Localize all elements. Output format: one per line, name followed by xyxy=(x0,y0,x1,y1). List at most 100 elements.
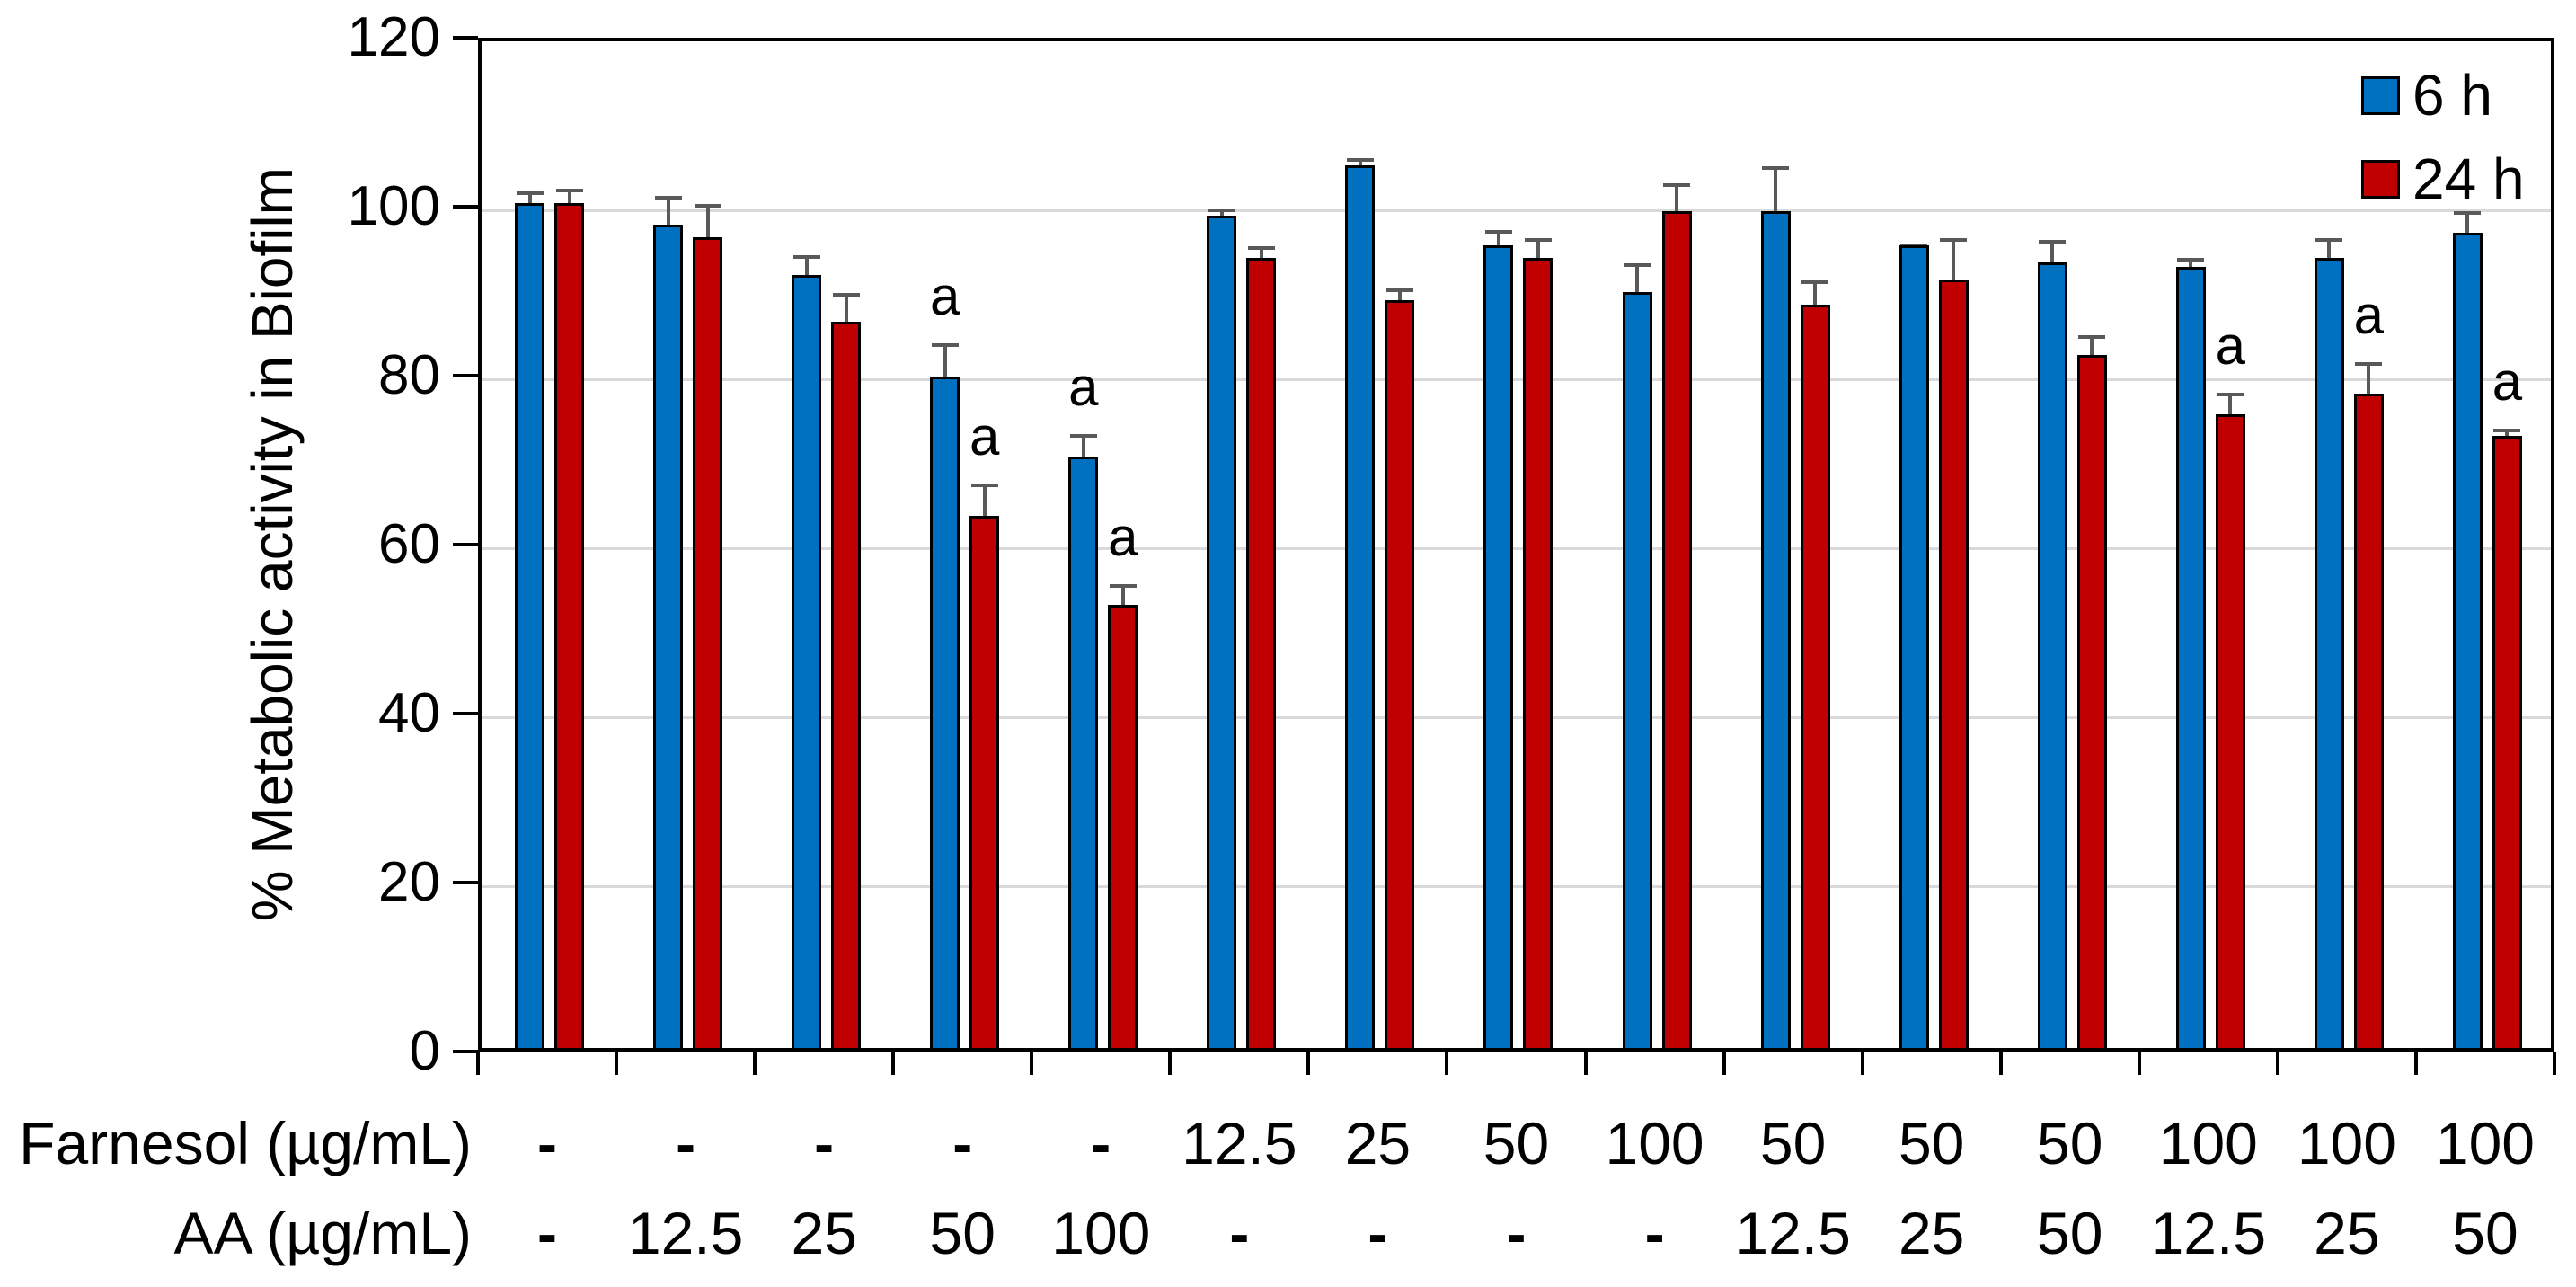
bar-6h-group13 xyxy=(2175,266,2206,1048)
significance-annotation: a xyxy=(1068,356,1099,417)
y-axis-ticklabel-120: 120 xyxy=(347,6,440,68)
gridline-80 xyxy=(482,378,2551,381)
error-bar-stem xyxy=(567,191,571,210)
x-axis-tick-1 xyxy=(615,1052,619,1075)
x-row-label-farnesol: Farnesol (µg/mL) xyxy=(19,1110,472,1176)
x-value-row2-group6: - xyxy=(1229,1200,1250,1266)
x-value-row2-group13: 12.5 xyxy=(2150,1200,2267,1266)
x-value-row1-group7: 25 xyxy=(1344,1110,1412,1176)
legend-swatch-6h xyxy=(2361,75,2400,115)
bar-6h-group11 xyxy=(1899,245,1929,1048)
y-axis-ticklabel-60: 60 xyxy=(378,513,440,575)
x-axis-tick-10 xyxy=(1860,1052,1864,1075)
bar-6h-group3 xyxy=(792,274,822,1048)
error-bar-stem xyxy=(1120,586,1125,612)
y-axis-ticklabel-20: 20 xyxy=(378,851,440,913)
error-bar-cap xyxy=(1801,280,1829,284)
y-axis-tick-80 xyxy=(453,374,478,377)
bar-6h-group7 xyxy=(1345,164,1376,1048)
significance-annotation: a xyxy=(969,405,1000,466)
error-bar-cap xyxy=(2493,429,2521,433)
error-bar-cap xyxy=(516,191,544,196)
bar-24h-group1 xyxy=(554,203,584,1048)
error-bar-cap xyxy=(1940,237,1968,242)
bar-6h-group8 xyxy=(1483,245,1514,1048)
error-bar-cap xyxy=(1663,182,1691,187)
bar-6h-group2 xyxy=(653,224,684,1048)
x-value-row1-group12: 50 xyxy=(2037,1110,2103,1176)
y-axis-tick-20 xyxy=(453,881,478,884)
bar-24h-group8 xyxy=(1523,258,1554,1048)
significance-annotation: a xyxy=(2492,351,2523,413)
x-value-row1-group10: 50 xyxy=(1759,1110,1827,1176)
bar-24h-group15 xyxy=(2492,435,2522,1048)
y-axis-tick-120 xyxy=(453,36,478,40)
error-bar-stem xyxy=(2050,241,2055,270)
x-axis-tick-6 xyxy=(1306,1052,1311,1075)
x-value-row1-group15: 100 xyxy=(2435,1110,2536,1176)
bar-6h-group6 xyxy=(1207,216,1237,1048)
significance-annotation: a xyxy=(2215,315,2245,376)
error-bar-stem xyxy=(1397,290,1402,308)
error-bar-cap xyxy=(1762,166,1790,170)
x-value-row1-group9: 100 xyxy=(1605,1110,1704,1176)
y-axis-ticklabel-40: 40 xyxy=(378,682,440,744)
error-bar-cap xyxy=(931,343,959,348)
bar-24h-group14 xyxy=(2353,393,2384,1048)
error-bar-stem xyxy=(1813,281,1818,312)
gridline-60 xyxy=(482,547,2551,550)
x-value-row1-group6: 12.5 xyxy=(1182,1110,1297,1176)
x-value-row2-group10: 12.5 xyxy=(1735,1200,1851,1266)
x-axis-tick-2 xyxy=(753,1052,757,1075)
x-axis-tick-15 xyxy=(2553,1052,2556,1075)
x-value-row1-group13: 100 xyxy=(2158,1110,2258,1176)
bar-24h-group10 xyxy=(1800,304,1830,1048)
error-bar-cap xyxy=(2177,257,2205,262)
error-bar-cap xyxy=(970,483,998,487)
x-value-row2-group15: 50 xyxy=(2452,1200,2518,1266)
bar-6h-group4 xyxy=(930,376,960,1048)
y-axis-ticklabel-0: 0 xyxy=(409,1020,440,1082)
significance-annotation: a xyxy=(1108,507,1138,568)
error-bar-cap xyxy=(2078,335,2106,339)
significance-annotation: a xyxy=(2353,285,2385,346)
y-axis-ticklabel-100: 100 xyxy=(347,175,440,237)
error-bar-cap xyxy=(2217,392,2244,396)
error-bar-stem xyxy=(2327,239,2332,266)
x-axis-tick-3 xyxy=(891,1052,896,1075)
legend-label-6h: 6 h xyxy=(2412,63,2492,128)
error-bar-stem xyxy=(666,197,670,232)
y-axis-title-text: % Metabolic activity in Biofilm xyxy=(240,167,305,922)
error-bar-cap xyxy=(654,195,682,200)
x-value-row2-group14: 25 xyxy=(2314,1200,2380,1266)
x-axis-tick-13 xyxy=(2275,1052,2279,1075)
x-value-row1-group4: - xyxy=(952,1110,973,1176)
x-value-row1-group14: 100 xyxy=(2297,1110,2396,1176)
bar-6h-group15 xyxy=(2452,232,2483,1048)
error-bar-stem xyxy=(1536,239,1540,266)
error-bar-stem xyxy=(804,256,809,282)
error-bar-stem xyxy=(2465,212,2470,240)
x-value-row2-group3: 25 xyxy=(791,1200,857,1266)
error-bar-cap xyxy=(832,293,860,297)
legend-label-24h: 24 h xyxy=(2412,146,2525,211)
error-bar-stem xyxy=(705,206,710,244)
error-bar-cap xyxy=(1624,263,1651,268)
y-axis-tick-60 xyxy=(453,543,478,546)
bar-6h-group10 xyxy=(1760,211,1791,1048)
error-bar-stem xyxy=(1496,231,1500,253)
error-bar-cap xyxy=(792,254,820,259)
bar-24h-group6 xyxy=(1246,258,1277,1048)
error-bar-stem xyxy=(2228,394,2233,422)
bar-24h-group13 xyxy=(2215,414,2245,1048)
x-value-row2-group4: 50 xyxy=(929,1200,996,1266)
y-axis-ticklabel-80: 80 xyxy=(378,344,440,406)
bar-6h-group9 xyxy=(1622,291,1652,1048)
error-bar-stem xyxy=(1774,168,1778,219)
x-value-row1-group5: - xyxy=(1091,1110,1111,1176)
bar-24h-group4 xyxy=(969,515,1000,1048)
legend-swatch-24h xyxy=(2361,159,2400,199)
x-axis-tick-12 xyxy=(2137,1052,2141,1075)
error-bar-cap xyxy=(694,204,721,209)
